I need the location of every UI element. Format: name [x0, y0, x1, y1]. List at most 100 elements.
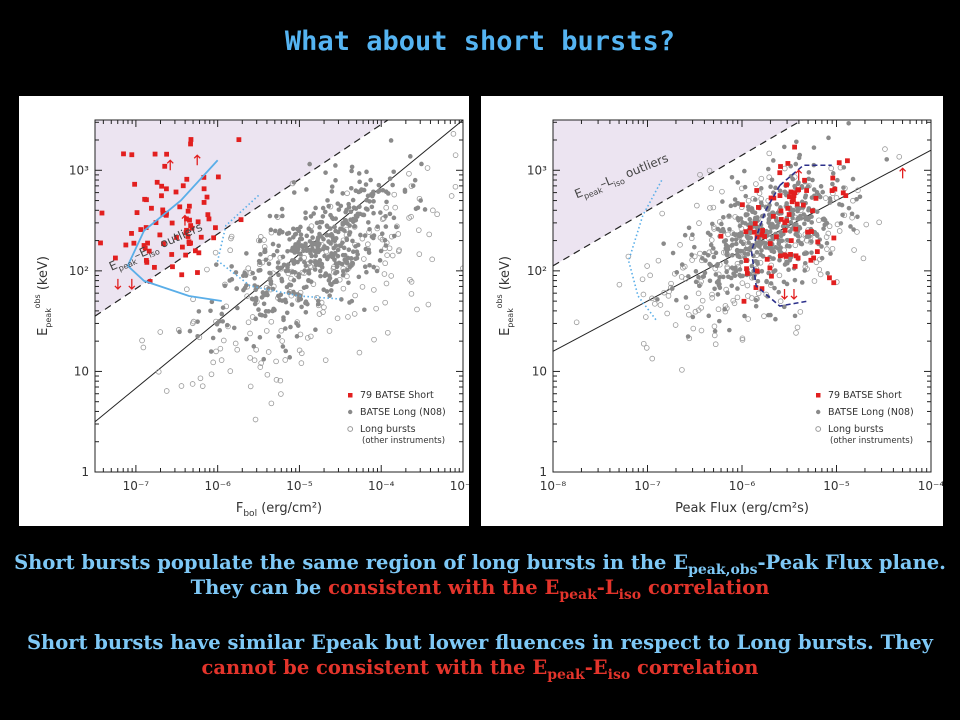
other-long-burst-point	[208, 371, 215, 378]
other-long-burst-point	[799, 236, 805, 242]
long-burst-point	[284, 310, 290, 316]
other-long-burst-point	[655, 257, 662, 264]
long-burst-point	[285, 265, 290, 270]
long-burst-point	[268, 271, 273, 276]
long-burst-point	[319, 219, 325, 225]
long-burst-point	[341, 245, 347, 251]
long-burst-point	[792, 277, 798, 283]
other-long-burst-point	[365, 241, 371, 248]
other-long-burst-point	[710, 204, 717, 211]
other-long-burst-point	[824, 246, 830, 252]
long-burst-point	[231, 325, 237, 331]
short-burst-point	[184, 216, 189, 222]
long-burst-point	[778, 233, 784, 239]
short-burst-point	[782, 252, 788, 258]
long-burst-point	[303, 210, 308, 215]
long-burst-point	[195, 319, 200, 324]
other-long-burst-point	[836, 228, 843, 234]
long-burst-point	[340, 222, 346, 227]
long-burst-point	[702, 270, 708, 276]
other-long-burst-point	[777, 298, 784, 304]
long-burst-point	[884, 157, 890, 162]
long-burst-point	[809, 250, 814, 255]
short-burst-point	[811, 255, 817, 261]
long-burst-point	[291, 190, 297, 195]
other-long-burst-point	[644, 263, 650, 269]
long-burst-point	[730, 252, 735, 258]
long-burst-point	[705, 252, 711, 258]
other-long-burst-point	[406, 215, 412, 221]
other-long-burst-point	[352, 292, 358, 299]
short-burst-point	[153, 220, 159, 226]
long-burst-point	[708, 242, 714, 248]
short-burst-point	[215, 174, 221, 180]
short-burst-point	[741, 298, 747, 304]
other-long-burst-point	[407, 276, 413, 283]
long-burst-point	[303, 300, 308, 306]
other-long-burst-point	[709, 291, 715, 298]
long-burst-point	[422, 207, 428, 212]
caption2-text-c: -E	[584, 656, 608, 679]
limit-arrow	[193, 154, 201, 166]
long-burst-point	[764, 278, 769, 284]
short-burst-point	[830, 175, 836, 181]
long-burst-point	[690, 232, 695, 238]
long-burst-point	[857, 194, 863, 200]
long-burst-point	[686, 225, 692, 231]
long-burst-point	[333, 216, 338, 221]
other-long-burst-point	[822, 195, 829, 201]
long-burst-point	[333, 178, 338, 183]
long-burst-point	[251, 344, 257, 349]
other-long-burst-point	[766, 174, 773, 181]
long-burst-point	[292, 250, 297, 255]
long-burst-point	[825, 271, 830, 276]
long-burst-point	[348, 185, 354, 191]
long-burst-point	[271, 252, 276, 258]
long-burst-point	[745, 251, 751, 257]
long-burst-point	[737, 267, 743, 272]
short-burst-point	[174, 235, 179, 240]
short-burst-point	[767, 241, 773, 246]
short-burst-point	[778, 217, 784, 222]
long-burst-point	[789, 226, 795, 231]
long-burst-point	[773, 185, 778, 191]
long-burst-point	[390, 182, 395, 188]
long-burst-point	[261, 301, 267, 307]
short-burst-point	[180, 183, 186, 189]
other-long-burst-point	[424, 165, 431, 171]
short-burst-point	[744, 270, 750, 276]
long-burst-point	[277, 297, 282, 303]
other-long-burst-point	[361, 256, 367, 262]
long-burst-point	[285, 249, 290, 254]
long-burst-point	[261, 292, 267, 298]
long-burst-point	[348, 209, 354, 215]
short-burst-point	[787, 194, 792, 200]
x-tick-label: 10⁻⁶	[729, 479, 756, 493]
long-burst-point	[349, 263, 354, 268]
other-long-burst-point	[408, 291, 415, 297]
other-long-burst-point	[817, 271, 824, 278]
other-long-burst-point	[896, 154, 903, 160]
long-burst-point	[799, 280, 805, 285]
other-long-burst-point	[227, 247, 233, 254]
long-burst-point	[749, 263, 755, 269]
long-burst-point	[332, 250, 338, 256]
short-burst-point	[782, 220, 788, 225]
other-long-burst-point	[860, 255, 867, 262]
long-burst-point	[686, 274, 691, 279]
other-long-burst-point	[753, 181, 759, 187]
long-burst-point	[772, 285, 777, 291]
short-burst-point	[754, 268, 760, 274]
other-long-burst-point	[395, 231, 402, 237]
short-burst-point	[183, 252, 189, 258]
short-burst-point	[752, 221, 758, 226]
long-burst-point	[377, 258, 383, 263]
long-burst-point	[809, 214, 814, 219]
short-burst-point	[154, 179, 160, 185]
long-burst-point	[733, 232, 739, 237]
caption1-text-a: Short bursts populate the same region of…	[14, 551, 689, 574]
long-burst-point	[724, 252, 730, 258]
long-burst-point	[723, 259, 729, 265]
other-long-burst-point	[155, 368, 162, 375]
long-burst-point	[302, 259, 307, 265]
